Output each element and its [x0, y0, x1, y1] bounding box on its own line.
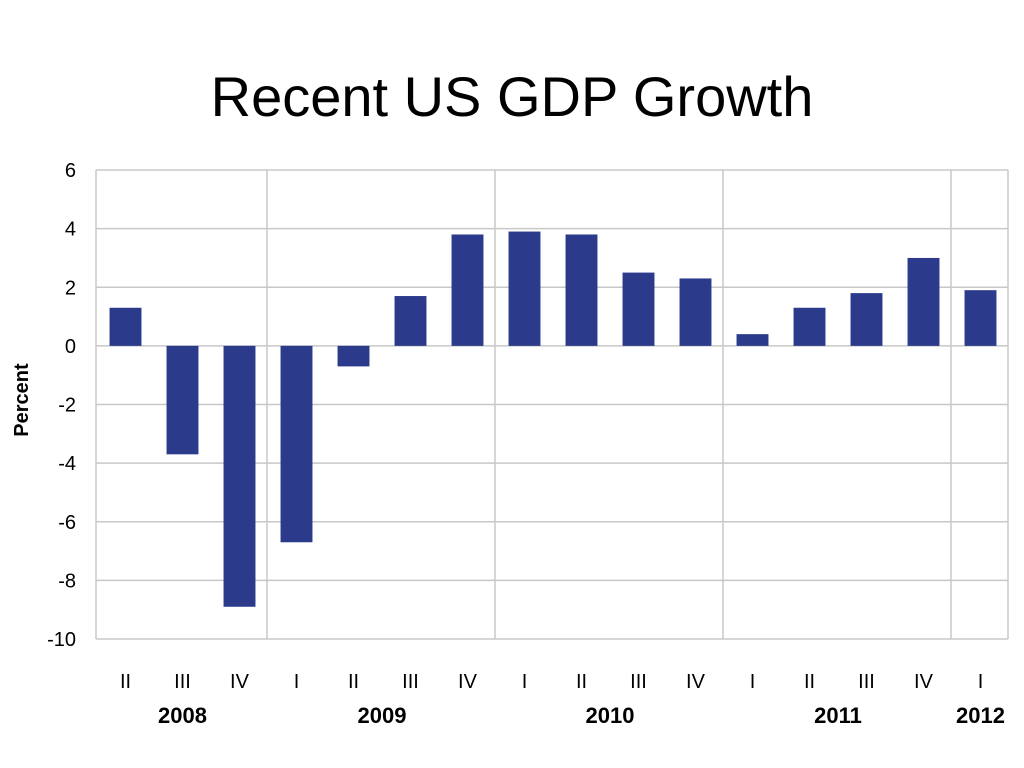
x-tick-label: IV	[458, 671, 478, 693]
year-label: 2010	[586, 703, 635, 728]
bar	[280, 345, 313, 543]
bar	[508, 231, 541, 346]
bar	[451, 234, 484, 346]
y-tick-label: 6	[65, 160, 76, 182]
bar	[223, 345, 256, 607]
x-tick-label: II	[348, 671, 359, 693]
year-label: 2011	[814, 703, 862, 728]
y-tick-label: -6	[58, 512, 76, 534]
bar	[679, 278, 712, 346]
y-axis-label: Percent	[11, 363, 33, 437]
y-tick-label: -2	[58, 395, 76, 417]
bar	[907, 257, 940, 346]
x-tick-label: IV	[914, 671, 934, 693]
x-tick-label: II	[120, 671, 131, 693]
y-tick-labels: 6 4 2 0 -2 -4 -6 -8 -10	[47, 160, 76, 651]
x-tick-label: III	[402, 671, 419, 693]
x-tick-label: II	[576, 671, 587, 693]
year-label: 2012	[956, 703, 1005, 728]
y-tick-label: 0	[65, 336, 76, 358]
bar	[736, 334, 769, 346]
x-tick-label: IV	[230, 671, 250, 693]
y-tick-label: -4	[58, 453, 76, 475]
x-tick-label: I	[294, 671, 300, 693]
bar	[394, 296, 427, 346]
x-tick-label: II	[804, 671, 815, 693]
x-tick-label: IV	[686, 671, 706, 693]
y-tick-label: -8	[58, 570, 76, 592]
year-label: 2008	[158, 703, 207, 728]
x-tick-label: I	[522, 671, 528, 693]
bar	[964, 290, 997, 346]
bar	[109, 307, 142, 346]
x-tick-label: III	[630, 671, 647, 693]
bar	[622, 272, 655, 346]
bar	[850, 293, 883, 346]
y-tick-label: -10	[47, 629, 76, 651]
bar	[337, 345, 370, 367]
year-labels: 2008 2009 2010 2011 2012	[158, 703, 1005, 728]
x-tick-label: III	[858, 671, 875, 693]
x-tick-label: I	[978, 671, 984, 693]
bar	[793, 307, 826, 346]
year-dividers	[266, 170, 952, 639]
x-tick-labels: II III IV I II III IV I II III IV I II III IV I	[120, 671, 983, 693]
slide-title: Recent US GDP Growth	[210, 65, 814, 128]
bar	[565, 234, 598, 346]
y-tick-label: 2	[65, 277, 76, 299]
bar	[166, 345, 199, 455]
x-tick-label: III	[174, 671, 191, 693]
y-tick-label: 4	[65, 219, 76, 241]
year-label: 2009	[358, 703, 407, 728]
bars	[109, 231, 997, 607]
x-tick-label: I	[750, 671, 756, 693]
